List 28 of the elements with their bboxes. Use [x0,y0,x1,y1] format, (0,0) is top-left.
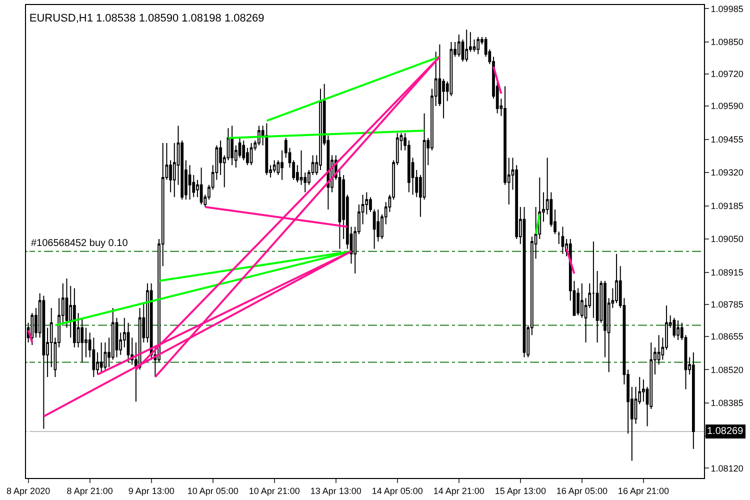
y-tick-label: 1.08785 [710,299,744,310]
x-tick-label: 9 Apr 13:00 [128,486,174,496]
y-tick-label: 1.09455 [710,134,744,144]
y-tick-label: 1.08915 [710,267,744,278]
x-tick-label: 16 Apr 05:00 [556,486,608,496]
ref-line-label: #106568452 buy 0.10 [31,238,128,249]
x-tick-label: 14 Apr 05:00 [372,486,423,496]
y-tick-label: 1.08385 [710,398,744,408]
x-tick-label: 13 Apr 13:00 [310,486,362,496]
y-tick-label: 1.09590 [710,101,744,112]
y-tick-label: 1.09850 [710,37,744,48]
x-tick-label: 8 Apr 2020 [6,486,50,496]
x-tick-label: 15 Apr 13:00 [494,486,546,496]
y-tick-label: 1.09985 [710,4,744,14]
x-tick-label: 10 Apr 21:00 [248,486,300,496]
y-tick-label: 1.09720 [710,69,744,80]
x-tick-label: 10 Apr 05:00 [187,486,238,496]
y-tick-label: 1.09320 [710,168,744,178]
x-tick-label: 16 Apr 21:00 [618,486,669,496]
y-tick-label: 1.08655 [710,332,744,342]
y-tick-label: 1.08120 [710,463,744,474]
ref-line-label: 1.08269 [707,426,744,437]
y-tick-label: 1.09185 [710,200,744,211]
y-tick-label: 1.09050 [710,234,744,244]
text: EURUSD,H1 1.08538 1.08590 1.08198 1.08269 [29,12,264,25]
y-tick-label: 1.08520 [710,364,744,375]
x-tick-label: 14 Apr 21:00 [433,486,484,496]
x-tick-label: 8 Apr 21:00 [66,486,113,496]
